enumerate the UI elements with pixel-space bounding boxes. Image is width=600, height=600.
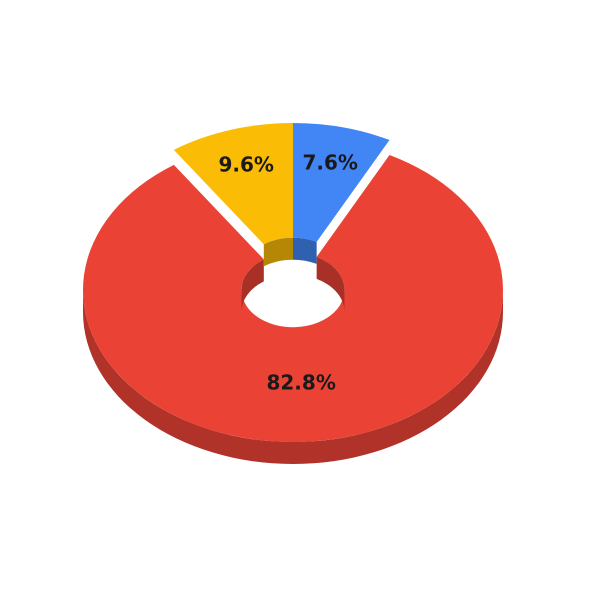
slice	[293, 123, 390, 242]
hole-wall	[293, 237, 317, 264]
slice	[82, 155, 503, 442]
value-label: 9.6%	[218, 153, 273, 177]
hole-wall	[241, 259, 264, 312]
value-label: 7.6%	[303, 151, 358, 175]
hole-wall	[263, 237, 293, 267]
slice	[173, 123, 293, 245]
hole-wall	[316, 256, 345, 312]
value-label: 82.8%	[266, 371, 335, 395]
